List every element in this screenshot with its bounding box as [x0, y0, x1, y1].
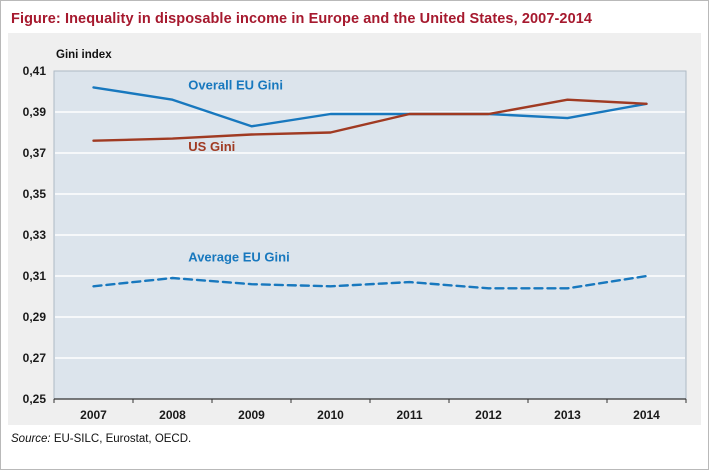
y-tick-label: 0,35 — [23, 187, 47, 201]
x-tick-label: 2012 — [475, 408, 502, 422]
x-tick-label: 2009 — [238, 408, 265, 422]
gini-line-chart: 0,25 0,27 0,29 0,31 0,33 0,35 0,37 0,39 0,41 2007… — [23, 49, 687, 422]
series-line-overall-eu-gini — [92, 86, 648, 128]
chart-panel: 0,25 0,27 0,29 0,31 0,33 0,35 0,37 0,39 0,41 2007… — [8, 33, 701, 425]
y-axis-title: Gini index — [56, 49, 112, 61]
y-tick-label: 0,41 — [23, 64, 47, 78]
source-text: EU-SILC, Eurostat, OECD. — [50, 433, 192, 445]
y-tick-label: 0,29 — [23, 310, 47, 324]
source-note: Source: EU-SILC, Eurostat, OECD. — [1, 425, 708, 445]
series-line-us-gini — [92, 98, 648, 142]
x-tick-label: 2013 — [554, 408, 581, 422]
x-tick-label: 2011 — [396, 408, 422, 422]
series-label-us-gini: US Gini — [188, 139, 235, 154]
x-tick-label: 2008 — [159, 408, 186, 422]
figure-title: Figure: Inequality in disposable income … — [11, 11, 593, 27]
y-tick-label: 0,27 — [23, 351, 47, 365]
x-tick-label: 2014 — [633, 408, 660, 422]
y-tick-label: 0,25 — [23, 392, 47, 406]
source-label: Source: — [11, 433, 51, 445]
x-tick-label: 2010 — [317, 408, 344, 422]
series-label-average-eu-gini: Average EU Gini — [188, 250, 289, 265]
series-label-overall-eu-gini: Overall EU Gini — [188, 77, 283, 92]
y-tick-label: 0,39 — [23, 105, 47, 119]
series-line-average-eu-gini — [92, 274, 648, 290]
x-tick-label: 2007 — [80, 408, 107, 422]
y-tick-label: 0,33 — [23, 228, 47, 242]
y-tick-label: 0,37 — [23, 146, 47, 160]
y-tick-label: 0,31 — [23, 269, 47, 283]
